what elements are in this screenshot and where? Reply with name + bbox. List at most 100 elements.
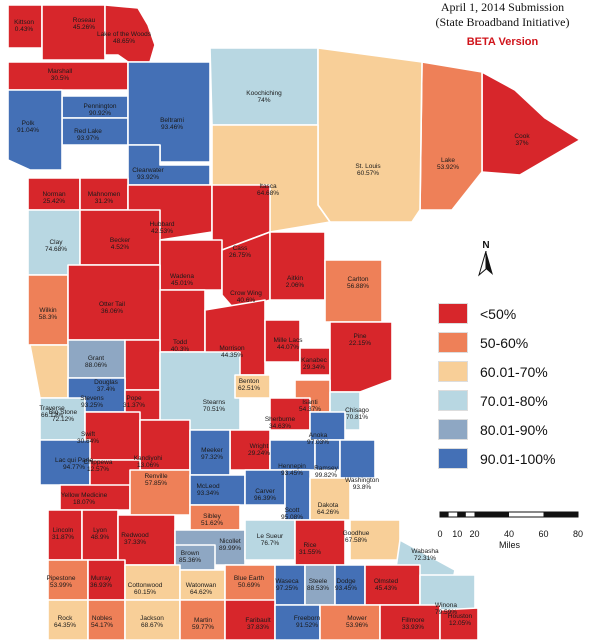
county-name-le-sueur: Le Sueur: [257, 533, 284, 540]
county-pct-mahnomen: 31.2%: [95, 198, 114, 205]
county-name-winona: Winona: [435, 602, 457, 609]
county-pct-fillmore: 33.93%: [402, 624, 424, 631]
county-name-kandiyohi: Kandiyohi: [134, 455, 163, 462]
county-pct-koochiching: 74%: [257, 97, 270, 104]
county-pct-olmsted: 45.43%: [375, 585, 397, 592]
county-pct-chisago: 70.81%: [346, 414, 368, 421]
county-name-kanabec: Kanabec: [301, 357, 327, 364]
county-pct-roseau: 45.26%: [73, 24, 95, 31]
county-carlton[interactable]: [324, 259, 383, 323]
county-pct-lac-qui-parle: 94.77%: [63, 464, 85, 471]
county-name-nicollet: Nicollet: [219, 538, 241, 545]
county-pct-murray: 36.93%: [90, 582, 112, 589]
county-name-carlton: Carlton: [348, 276, 369, 283]
scale-tick-label: 80: [572, 529, 584, 539]
county-lake[interactable]: [419, 61, 483, 211]
county-pct-nobles: 54.17%: [91, 622, 113, 629]
county-name-dakota: Dakota: [318, 502, 339, 509]
program-name: (State Broadband Initiative): [435, 15, 570, 29]
county-name-lake: Lake: [441, 157, 455, 164]
county-pct-itasca: 64.68%: [257, 190, 279, 197]
county-name-cottonwood: Cottonwood: [128, 582, 163, 589]
county-name-becker: Becker: [110, 237, 131, 244]
county-freeborn[interactable]: [274, 604, 321, 640]
county-pct-crow-wing: 40.6%: [237, 297, 256, 304]
county-name-stevens: Stevens: [80, 395, 104, 402]
legend: <50% 50-60% 60.01-70% 70.01-80% 80.01-90% 90.…: [438, 303, 588, 477]
county-pct-meeker: 97.32%: [201, 454, 223, 461]
county-name-fillmore: Fillmore: [401, 617, 424, 624]
county-pct-sibley: 51.62%: [201, 520, 223, 527]
county-pct-cass: 26.75%: [229, 252, 251, 259]
county-stearns[interactable]: [159, 351, 241, 431]
legend-item: 70.01-80%: [438, 390, 588, 411]
county-name-big-stone: Big Stone: [49, 409, 78, 416]
county-pct-wadena: 45.01%: [171, 280, 193, 287]
county-martin[interactable]: [179, 599, 226, 640]
county-name-pipestone: Pipestone: [47, 575, 76, 582]
county-pct-big-stone: 72.12%: [52, 416, 74, 423]
county-nobles[interactable]: [87, 599, 126, 640]
county-houston[interactable]: [439, 607, 479, 640]
county-pct-lake: 53.92%: [437, 164, 459, 171]
county-cook[interactable]: [481, 71, 581, 176]
county-name-dodge: Dodge: [336, 578, 356, 585]
county-name-faribault: Faribault: [245, 617, 270, 624]
county-name-redwood: Redwood: [121, 532, 149, 539]
county-pct-kanabec: 29.34%: [303, 364, 325, 371]
county-name-wadena: Wadena: [170, 273, 194, 280]
county-name-goodhue: Goodhue: [343, 530, 370, 537]
scale-bar-graphic: [439, 511, 579, 518]
submission-date: April 1, 2014 Submission: [440, 0, 565, 14]
county-pct-benton: 62.51%: [238, 385, 260, 392]
county-name-steele: Steele: [309, 578, 328, 585]
county-name-carver: Carver: [255, 488, 275, 495]
county-pct-watonwan: 64.62%: [190, 589, 212, 596]
legend-label: 90.01-100%: [480, 450, 556, 467]
county-name-polk: Polk: [22, 120, 35, 127]
county-name-cass: Cass: [233, 245, 249, 252]
county-pct-stearns: 70.51%: [203, 406, 225, 413]
county-name-chisago: Chisago: [345, 407, 369, 414]
county-name-st-louis: St. Louis: [355, 163, 381, 170]
county-pct-freeborn: 91.52%: [296, 622, 318, 629]
scale-tick-label: 20: [469, 529, 480, 539]
county-pct-martin: 59.77%: [192, 624, 214, 631]
county-name-sibley: Sibley: [203, 513, 221, 520]
county-washington[interactable]: [339, 439, 376, 479]
legend-swatch: [438, 448, 468, 469]
county-pct-nicollet: 89.99%: [219, 545, 241, 552]
county-name-brown: Brown: [181, 550, 200, 557]
county-name-crow-wing: Crow Wing: [230, 290, 262, 297]
county-pct-pope: 31.37%: [123, 402, 145, 409]
county-pct-red-lake: 93.97%: [77, 135, 99, 142]
county-douglas[interactable]: [124, 339, 161, 391]
legend-swatch: [438, 332, 468, 353]
county-rock[interactable]: [47, 599, 89, 640]
county-name-morrison: Morrison: [219, 345, 245, 352]
county-pct-mille-lacs: 44.07%: [277, 344, 299, 351]
county-name-mille-lacs: Mille Lacs: [274, 337, 304, 344]
county-name-douglas: Douglas: [94, 379, 119, 386]
county-pct-rice: 31.55%: [299, 549, 321, 556]
county-fillmore[interactable]: [379, 604, 441, 640]
county-pct-waseca: 97.25%: [276, 585, 298, 592]
county-roseau[interactable]: [41, 4, 106, 61]
county-aitkin[interactable]: [269, 231, 326, 301]
county-polk[interactable]: [7, 89, 63, 171]
legend-item: 60.01-70%: [438, 361, 588, 382]
scale-ticks: 0 10 20 40 60 80: [437, 529, 588, 541]
county-jackson[interactable]: [124, 599, 181, 640]
county-traverse[interactable]: [29, 344, 69, 399]
county-mower[interactable]: [319, 604, 381, 640]
county-faribault[interactable]: [224, 599, 276, 640]
county-name-pennington: Pennington: [84, 103, 117, 110]
map-header: April 1, 2014 Submission (State Broadban…: [405, 0, 600, 48]
county-name-otter-tail: Otter Tail: [99, 301, 125, 308]
county-name-aitkin: Aitkin: [287, 275, 303, 282]
county-koochiching[interactable]: [209, 47, 319, 126]
county-st-louis[interactable]: [317, 47, 423, 223]
county-pct-winona: 79.59%: [435, 609, 457, 616]
county-pct-dakota: 64.26%: [317, 509, 339, 516]
